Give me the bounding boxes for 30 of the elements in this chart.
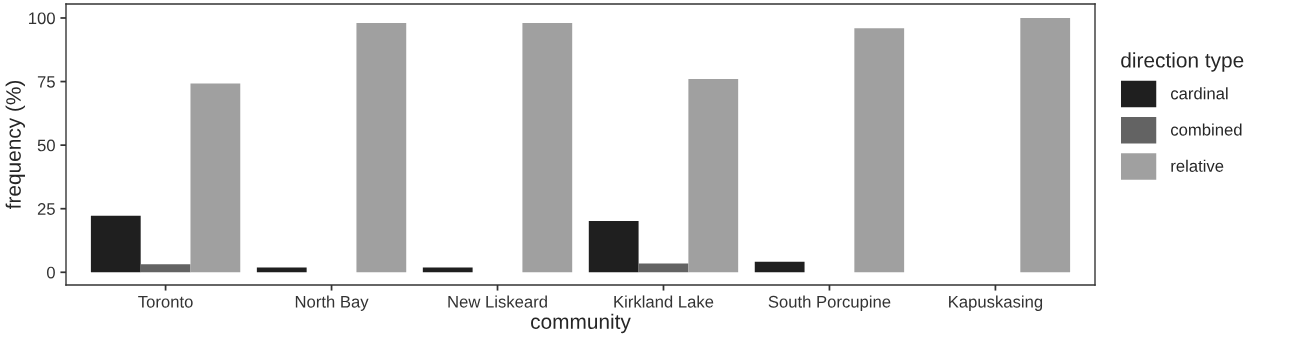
y-tick-label: 100	[29, 12, 55, 25]
legend-title: direction type	[1121, 52, 1244, 72]
y-axis-title: frequency (%)	[5, 80, 25, 210]
bar	[190, 83, 241, 273]
y-tick-label: 50	[37, 139, 55, 152]
x-tick-label: Toronto	[138, 296, 193, 308]
bar	[1020, 17, 1071, 273]
legend-label: combined	[1171, 123, 1242, 136]
legend-label: relative	[1171, 159, 1224, 172]
x-tick-label: Kapuskasing	[949, 295, 1043, 311]
bar	[688, 79, 739, 273]
bar	[90, 215, 141, 273]
bar	[256, 267, 307, 273]
bar	[754, 261, 805, 273]
x-tick-label: New Liskeard	[448, 295, 547, 308]
bar	[854, 28, 905, 273]
bar	[638, 263, 689, 273]
bar	[588, 220, 639, 273]
y-tick-label: 75	[37, 76, 55, 88]
x-tick-label: North Bay	[295, 295, 369, 311]
y-tick-label: 0	[46, 266, 55, 279]
x-tick-label: South Porcupine	[768, 295, 891, 311]
bar	[522, 23, 573, 273]
bar	[140, 264, 191, 273]
legend-label: cardinal	[1171, 87, 1228, 100]
x-axis-title: community	[531, 313, 631, 334]
x-tick-label: Kirkland Lake	[614, 295, 714, 308]
bar	[356, 23, 407, 273]
y-tick-label: 25	[37, 203, 55, 215]
bar	[422, 267, 473, 273]
